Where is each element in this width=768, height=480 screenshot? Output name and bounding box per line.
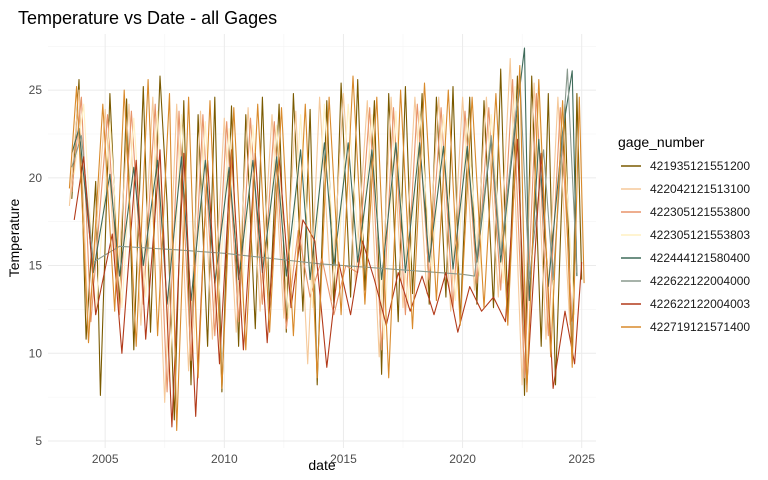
- x-tick-label: 2015: [330, 452, 357, 466]
- y-tick-label: 25: [29, 83, 43, 97]
- y-axis-title: Temperature: [6, 198, 22, 277]
- legend-label: 422622122004003: [650, 297, 750, 311]
- x-tick-label: 2005: [92, 452, 119, 466]
- legend-label: 422444121580400: [650, 251, 750, 265]
- y-axis-ticks: 5 10 15 20 25: [29, 83, 43, 448]
- y-tick-label: 15: [29, 259, 43, 273]
- series-line-422622122004003: [73, 138, 583, 428]
- legend-label: 422719121571400: [650, 320, 750, 334]
- chart-title: Temperature vs Date - all Gages: [18, 8, 277, 28]
- x-axis-title: date: [308, 457, 335, 473]
- series-line-422444121580400: [71, 47, 578, 305]
- legend: gage_number 421935121551200 4220421215131…: [618, 134, 750, 334]
- x-tick-label: 2025: [568, 452, 595, 466]
- legend-label: 422305121553803: [650, 228, 750, 242]
- series-line-422305121553803: [73, 86, 576, 382]
- legend-title: gage_number: [618, 134, 705, 150]
- x-tick-label: 2010: [211, 452, 238, 466]
- series-line-422622122004000: [71, 68, 578, 281]
- series-line-422042121513100: [68, 58, 571, 403]
- y-tick-label: 10: [29, 346, 43, 360]
- x-tick-label: 2020: [449, 452, 476, 466]
- series-line-422719121571400: [68, 65, 585, 432]
- legend-label: 421935121551200: [650, 159, 750, 173]
- legend-label: 422042121513100: [650, 182, 750, 196]
- x-axis-ticks: 2005 2010 2015 2020 2025: [92, 452, 596, 466]
- y-tick-label: 20: [29, 171, 43, 185]
- series-lines: [68, 47, 585, 432]
- legend-label: 422622122004000: [650, 274, 750, 288]
- y-tick-label: 5: [35, 434, 42, 448]
- legend-label: 422305121553800: [650, 205, 750, 219]
